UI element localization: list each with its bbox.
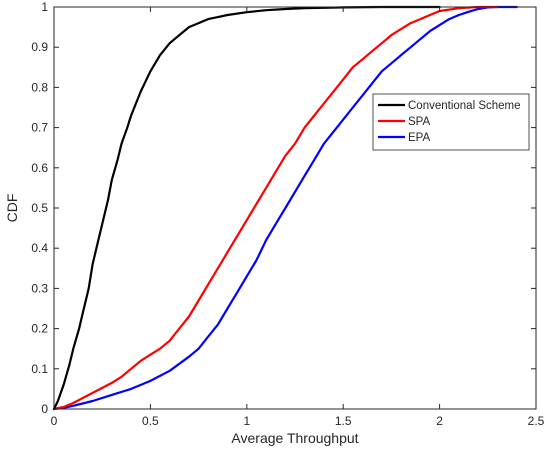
y-tick-label: 0.5 [31,201,48,215]
y-tick-label: 0.2 [31,322,48,336]
x-axis-label: Average Throughput [231,430,358,446]
x-tick-label: 2 [436,414,443,428]
x-axis-ticks: 0 0.5 1 1.5 2 2.5 [51,7,545,428]
x-tick-label: 1.5 [335,414,352,428]
legend-label-conventional: Conventional Scheme [408,100,521,112]
y-axis-label: CDF [4,194,20,223]
plot-background [54,7,536,409]
epa-line [52,5,518,411]
legend: Conventional Scheme SPA EPA [372,93,530,151]
series-layer [52,5,518,411]
x-tick-label: 2.5 [528,414,545,428]
y-tick-label: 0.3 [31,281,48,295]
y-tick-label: 0.8 [31,80,48,94]
legend-label-epa: EPA [408,132,430,144]
conventional-scheme-line [52,5,441,411]
y-tick-label: 1 [41,0,48,14]
spa-line [52,5,499,411]
y-tick-label: 0.4 [31,241,48,255]
y-tick-label: 0.9 [31,40,48,54]
x-tick-label: 0 [51,414,58,428]
y-tick-label: 0 [41,402,48,416]
y-tick-label: 0.1 [31,362,48,376]
y-axis-ticks: 0 0.1 0.2 0.3 0.4 0.5 0.6 0.7 0.8 0.9 1 [31,0,536,416]
legend-label-spa: SPA [408,116,430,128]
x-tick-label: 1 [243,414,250,428]
y-tick-label: 0.7 [31,121,48,135]
y-tick-label: 0.6 [31,161,48,175]
x-tick-label: 0.5 [142,414,159,428]
